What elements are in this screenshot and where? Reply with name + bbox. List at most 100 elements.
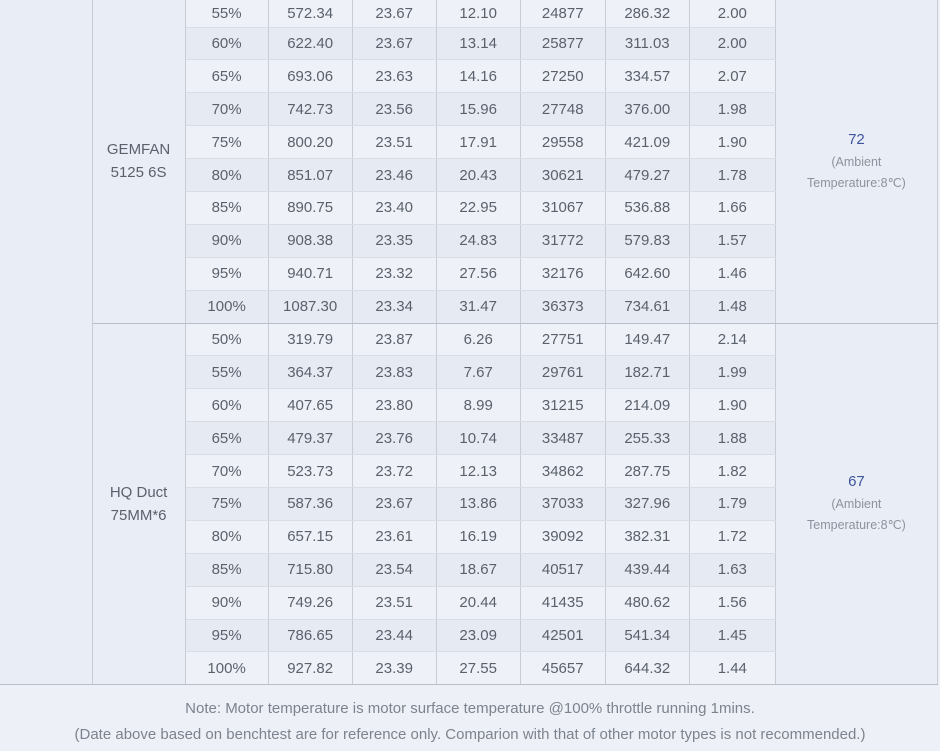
value-cell: 572.34 [268, 0, 353, 28]
value-cell: 657.15 [268, 520, 353, 554]
table-row: 70% 742.73 23.56 15.96 27748 376.00 1.98 [0, 92, 938, 127]
throttle-cell: 70% [185, 454, 269, 488]
throttle-cell: 60% [185, 388, 269, 423]
table-row: 75% 800.20 23.51 17.91 29558 421.09 1.90 [0, 125, 938, 160]
value-cell: 42501 [520, 619, 606, 653]
value-cell: 1.79 [689, 487, 776, 521]
value-cell: 1.56 [689, 586, 776, 620]
value-cell: 18.67 [436, 553, 521, 587]
value-cell: 23.54 [352, 553, 437, 587]
value-cell: 622.40 [268, 27, 353, 61]
value-cell: 27250 [520, 59, 606, 94]
value-cell: 1.99 [689, 355, 776, 390]
group-name-cell: HQ Duct 75MM*6 [92, 323, 186, 686]
value-cell: 39092 [520, 520, 606, 554]
value-cell: 36373 [520, 290, 606, 324]
value-cell: 149.47 [605, 323, 690, 357]
value-cell: 1.72 [689, 520, 776, 554]
value-cell: 33487 [520, 421, 606, 456]
value-cell: 23.67 [352, 0, 437, 28]
value-cell: 2.07 [689, 59, 776, 94]
value-cell: 255.33 [605, 421, 690, 456]
note-line-1: Note: Motor temperature is motor surface… [185, 700, 755, 718]
group-name-line-1: HQ Duct [109, 483, 168, 501]
value-cell: 421.09 [605, 125, 690, 160]
spec-table-body: GEMFAN 5125 6S 55% 572.34 23.67 12.10 24877 286… [0, 0, 939, 686]
value-cell: 1.48 [689, 290, 776, 324]
value-cell: 523.73 [268, 454, 353, 488]
throttle-cell: 50% [185, 323, 269, 357]
table-row: 60% 407.65 23.80 8.99 31215 214.09 1.90 [0, 388, 938, 423]
value-cell: 1.90 [689, 125, 776, 160]
table-row: 85% 890.75 23.40 22.95 31067 536.88 1.66 [0, 191, 938, 225]
value-cell: 1.66 [689, 191, 776, 225]
value-cell: 23.46 [352, 158, 437, 192]
value-cell: 1.88 [689, 421, 776, 456]
value-cell: 23.87 [352, 323, 437, 357]
value-cell: 23.80 [352, 388, 437, 423]
value-cell: 2.00 [689, 0, 776, 28]
value-cell: 17.91 [436, 125, 521, 160]
ambient-temperature-line-2: Temperature:8℃) [807, 518, 906, 533]
footer-note: Note: Motor temperature is motor surface… [0, 685, 940, 748]
throttle-cell: 65% [185, 421, 269, 456]
table-row: 90% 908.38 23.35 24.83 31772 579.83 1.57 [0, 224, 938, 258]
group-name-line-1: GEMFAN [106, 141, 171, 159]
value-cell: 786.65 [268, 619, 353, 653]
value-cell: 13.14 [436, 27, 521, 61]
throttle-cell: 70% [185, 92, 269, 127]
value-cell: 31772 [520, 224, 606, 258]
spec-table: GEMFAN 5125 6S 55% 572.34 23.67 12.10 24877 286… [0, 0, 939, 686]
value-cell: 29558 [520, 125, 606, 160]
table-row: HQ Duct 75MM*6 50% 319.79 23.87 6.26 27751 149.… [0, 323, 939, 686]
value-cell: 13.86 [436, 487, 521, 521]
value-cell: 41435 [520, 586, 606, 620]
value-cell: 23.39 [352, 651, 437, 686]
value-cell: 23.63 [352, 59, 437, 94]
throttle-cell: 85% [185, 191, 269, 225]
table-row: 100% 927.82 23.39 27.55 45657 644.32 1.44 [0, 651, 938, 686]
value-cell: 45657 [520, 651, 606, 686]
value-cell: 40517 [520, 553, 606, 587]
throttle-cell: 65% [185, 59, 269, 94]
value-cell: 23.34 [352, 290, 437, 324]
value-cell: 14.16 [436, 59, 521, 94]
table-row: 55% 364.37 23.83 7.67 29761 182.71 1.99 [0, 355, 938, 390]
throttle-cell: 75% [185, 487, 269, 521]
value-cell: 182.71 [605, 355, 690, 390]
value-cell: 15.96 [436, 92, 521, 127]
motor-temperature-cell: 72 (Ambient Temperature:8℃) [775, 0, 939, 324]
value-cell: 1087.30 [268, 290, 353, 324]
value-cell: 940.71 [268, 257, 353, 291]
throttle-cell: 100% [185, 290, 269, 324]
value-cell: 27751 [520, 323, 606, 357]
value-cell: 287.75 [605, 454, 690, 488]
value-cell: 693.06 [268, 59, 353, 94]
value-cell: 23.51 [352, 586, 437, 620]
value-cell: 334.57 [605, 59, 690, 94]
value-cell: 23.67 [352, 487, 437, 521]
table-row: 70% 523.73 23.72 12.13 34862 287.75 1.82 [0, 454, 938, 488]
throttle-cell: 95% [185, 619, 269, 653]
value-cell: 1.82 [689, 454, 776, 488]
value-cell: 23.44 [352, 619, 437, 653]
value-cell: 579.83 [605, 224, 690, 258]
value-cell: 27.55 [436, 651, 521, 686]
value-cell: 851.07 [268, 158, 353, 192]
value-cell: 30621 [520, 158, 606, 192]
value-cell: 1.44 [689, 651, 776, 686]
value-cell: 31215 [520, 388, 606, 423]
value-cell: 16.19 [436, 520, 521, 554]
table-row: 100% 1087.30 23.34 31.47 36373 734.61 1.48 [0, 290, 938, 324]
value-cell: 587.36 [268, 487, 353, 521]
value-cell: 31067 [520, 191, 606, 225]
value-cell: 23.67 [352, 27, 437, 61]
group-name-line-2: 5125 6S [110, 164, 167, 182]
value-cell: 214.09 [605, 388, 690, 423]
throttle-cell: 55% [185, 355, 269, 390]
value-cell: 376.00 [605, 92, 690, 127]
value-cell: 1.46 [689, 257, 776, 291]
ambient-temperature-line-1: (Ambient [831, 497, 882, 512]
throttle-cell: 80% [185, 520, 269, 554]
